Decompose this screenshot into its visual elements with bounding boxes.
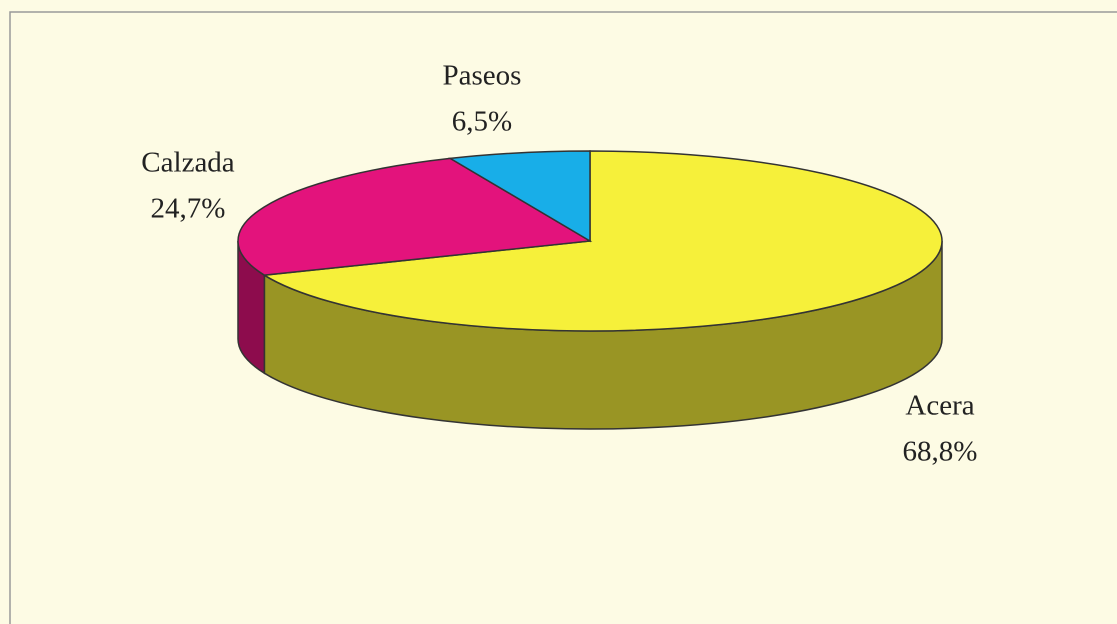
- pie-slice: [237, 157, 593, 276]
- slice-name: Calzada: [141, 147, 235, 179]
- slice-name: Paseos: [443, 60, 522, 92]
- slice-value: 6,5%: [452, 106, 512, 138]
- slice-name: Acera: [905, 390, 974, 422]
- pie-slice: [447, 150, 591, 243]
- pie-labels: Acera 68,8% Calzada 24,7% Paseos 6,5%: [141, 60, 977, 468]
- pie-tops: [237, 150, 943, 332]
- pie-sides: [237, 240, 943, 430]
- slice-value: 68,8%: [903, 436, 978, 468]
- pie-slice: [262, 150, 943, 332]
- slice-value: 24,7%: [151, 193, 226, 225]
